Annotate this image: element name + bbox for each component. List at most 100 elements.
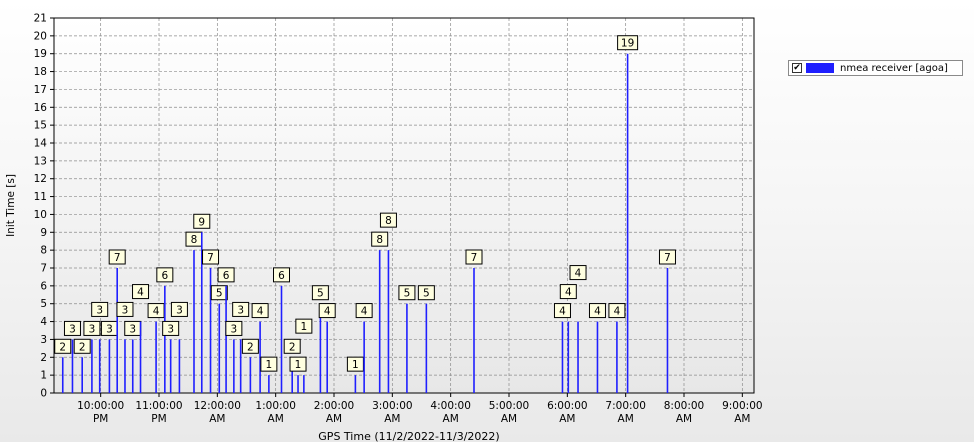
data-label: 1 xyxy=(301,321,308,333)
data-label-box xyxy=(170,301,188,317)
legend: ✔ nmea receiver [agoa] xyxy=(788,60,963,76)
data-label: 2 xyxy=(59,341,66,353)
x-axis-title: GPS Time (11/2/2022-11/3/2022) xyxy=(318,430,499,442)
y-tick-label: 1 xyxy=(40,370,47,382)
data-label: 6 xyxy=(223,270,230,282)
data-label: 5 xyxy=(423,288,430,300)
data-label: 3 xyxy=(106,323,113,335)
data-label-box xyxy=(289,356,307,372)
data-label-box xyxy=(608,303,626,319)
data-label-box xyxy=(217,267,235,283)
data-label-box xyxy=(156,267,174,283)
legend-swatch xyxy=(806,63,834,73)
data-label-box xyxy=(283,338,301,354)
x-tick-label: 11:00:00 xyxy=(135,400,182,412)
data-label: 1 xyxy=(266,359,273,371)
y-tick-label: 7 xyxy=(40,263,47,275)
data-label: 4 xyxy=(614,306,621,318)
x-tick-label: 8:00:00 xyxy=(664,400,704,412)
y-tick-label: 14 xyxy=(34,138,48,150)
y-tick-label: 5 xyxy=(40,298,47,310)
data-label: 3 xyxy=(176,304,183,316)
data-label: 1 xyxy=(352,359,359,371)
data-label: 2 xyxy=(289,341,296,353)
y-tick-label: 21 xyxy=(34,13,47,25)
x-tick-label-ampm: AM xyxy=(443,413,459,425)
x-tick-label-ampm: AM xyxy=(734,413,750,425)
data-label-box xyxy=(617,35,639,51)
data-label-box xyxy=(210,285,228,301)
y-tick-label: 11 xyxy=(34,191,47,203)
data-label: 1 xyxy=(295,359,302,371)
y-tick-label: 19 xyxy=(34,48,47,60)
x-tick-label-ampm: AM xyxy=(268,413,284,425)
data-label-box xyxy=(193,213,211,229)
data-label-box xyxy=(295,318,313,334)
x-tick-label-ampm: AM xyxy=(326,413,342,425)
x-tick-label-ampm: AM xyxy=(559,413,575,425)
data-label: 4 xyxy=(137,287,144,299)
data-label-box xyxy=(379,212,397,228)
data-label: 3 xyxy=(96,304,103,316)
data-label-box xyxy=(311,285,329,301)
y-tick-label: 4 xyxy=(40,316,47,328)
data-label-box xyxy=(241,338,259,354)
data-label: 4 xyxy=(257,306,264,318)
data-label-box xyxy=(355,303,373,319)
data-label: 3 xyxy=(129,323,136,335)
legend-label: nmea receiver [agoa] xyxy=(840,62,948,74)
data-label-box xyxy=(273,267,290,283)
data-label-box xyxy=(116,301,134,317)
data-label: 4 xyxy=(594,306,601,318)
y-tick-label: 3 xyxy=(40,334,47,346)
data-label-box xyxy=(588,303,606,319)
data-label: 5 xyxy=(317,288,324,300)
data-label: 2 xyxy=(247,341,254,353)
y-tick-label: 16 xyxy=(34,102,48,114)
data-label: 9 xyxy=(198,216,205,228)
data-label: 19 xyxy=(621,38,634,50)
legend-checkbox[interactable]: ✔ xyxy=(792,63,802,73)
data-label-box xyxy=(553,303,571,319)
data-label-box xyxy=(63,320,81,336)
y-tick-label: 17 xyxy=(34,84,47,96)
data-label: 5 xyxy=(404,288,411,300)
data-label: 4 xyxy=(153,306,160,318)
data-label: 4 xyxy=(575,268,582,280)
x-tick-label: 6:00:00 xyxy=(547,400,587,412)
data-label: 3 xyxy=(89,323,96,335)
data-label-box xyxy=(83,320,101,336)
plot-border xyxy=(53,17,755,394)
x-tick-label-ampm: PM xyxy=(151,413,166,425)
data-label-box xyxy=(398,285,416,301)
data-label: 7 xyxy=(114,252,121,264)
x-tick-label: 2:00:00 xyxy=(314,400,354,412)
data-label: 7 xyxy=(207,252,214,264)
y-axis-title: Init Time [s] xyxy=(5,174,17,237)
data-label: 3 xyxy=(122,304,129,316)
data-label-box xyxy=(132,284,150,300)
x-tick-label: 3:00:00 xyxy=(372,400,412,412)
data-label-box xyxy=(371,231,389,247)
x-tick-label-ampm: AM xyxy=(384,413,400,425)
x-tick-label-ampm: PM xyxy=(93,413,108,425)
x-tick-label: 4:00:00 xyxy=(430,400,470,412)
y-tick-label: 20 xyxy=(34,30,47,42)
y-tick-label: 9 xyxy=(40,227,47,239)
y-tick-label: 18 xyxy=(34,66,47,78)
x-tick-label: 9:00:00 xyxy=(722,400,762,412)
y-tick-label: 10 xyxy=(34,209,47,221)
data-label: 6 xyxy=(161,270,168,282)
data-label: 2 xyxy=(79,341,86,353)
data-label-box xyxy=(54,338,72,354)
y-tick-label: 0 xyxy=(40,388,47,400)
data-label: 7 xyxy=(664,252,671,264)
data-label: 8 xyxy=(385,215,392,227)
x-tick-label: 7:00:00 xyxy=(605,400,645,412)
data-label: 4 xyxy=(565,287,572,299)
x-tick-label: 1:00:00 xyxy=(255,400,295,412)
x-tick-label: 10:00:00 xyxy=(77,400,124,412)
x-tick-label: 5:00:00 xyxy=(489,400,529,412)
data-label-box xyxy=(559,284,577,300)
